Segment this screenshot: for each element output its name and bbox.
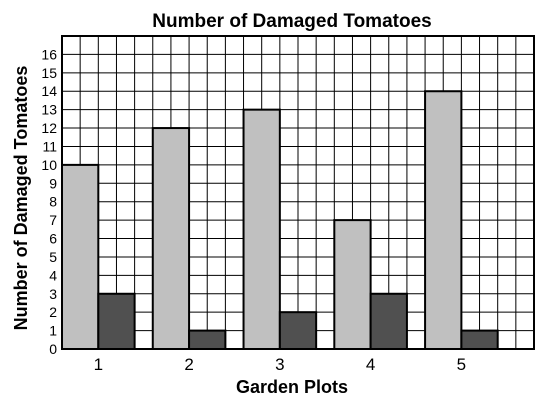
bar-plot-5-series-2 [460, 329, 499, 350]
x-tick-label: 5 [457, 355, 466, 374]
x-tick-label: 2 [184, 355, 193, 374]
y-tick-label: 6 [49, 231, 57, 247]
bar-plot-1-series-1 [61, 163, 100, 350]
plot-frame [61, 35, 535, 350]
bar-plot-2-series-2 [188, 329, 227, 350]
y-tick-label: 11 [42, 138, 57, 154]
chart-title: Number of Damaged Tomatoes [152, 11, 431, 32]
x-tick-label: 1 [94, 355, 103, 374]
bar-plot-3-series-1 [242, 108, 281, 350]
bar-plot-5-series-1 [424, 90, 463, 350]
x-tick-label: 4 [366, 355, 375, 374]
y-tick-label: 9 [49, 175, 57, 191]
y-tick-label: 7 [49, 212, 57, 228]
y-tick-label: 0 [49, 341, 57, 357]
y-tick-label: 3 [49, 286, 57, 302]
y-tick-label: 8 [49, 194, 57, 210]
y-tick-label: 1 [49, 323, 57, 339]
y-tick-label: 14 [41, 83, 57, 99]
y-tick-label: 15 [41, 65, 57, 81]
y-axis-label: Number of Damaged Tomatoes [11, 66, 31, 331]
x-tick-labels: 1 2 3 4 5 [94, 355, 467, 374]
bar-plot-2-series-1 [151, 127, 191, 350]
x-axis-label: Garden Plots [236, 377, 348, 397]
y-tick-label: 16 [41, 46, 57, 62]
y-tick-label: 4 [49, 267, 57, 283]
bar-plot-4-series-1 [333, 219, 372, 350]
bar-plot-4-series-2 [369, 292, 408, 351]
x-tick-label: 3 [275, 355, 284, 374]
y-tick-label: 2 [49, 304, 57, 320]
bars [61, 90, 499, 351]
y-tick-label: 13 [41, 102, 57, 118]
y-tick-label: 5 [49, 249, 57, 265]
bar-plot-1-series-2 [97, 292, 136, 351]
bar-plot-3-series-2 [278, 311, 318, 351]
y-tick-label: 10 [41, 157, 57, 173]
y-tick-label: 12 [41, 120, 57, 136]
